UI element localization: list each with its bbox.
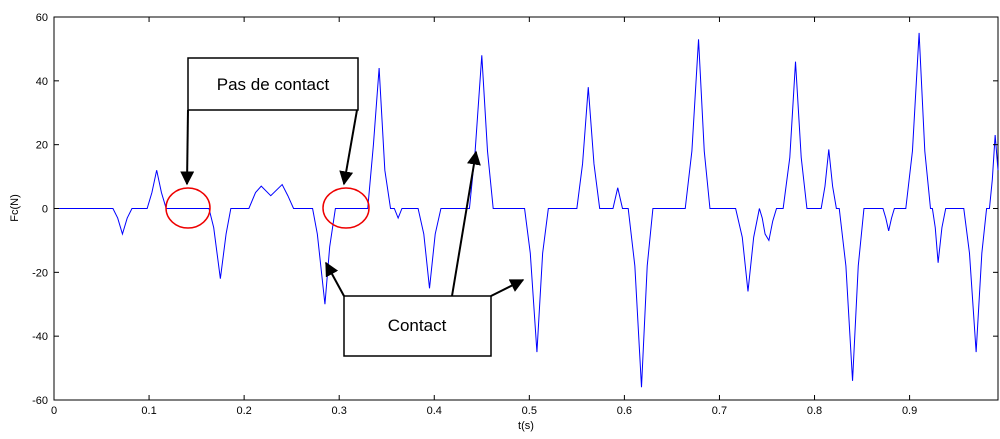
y-tick-label: 0 bbox=[42, 204, 48, 216]
x-tick-label: 0.4 bbox=[427, 405, 442, 417]
data-line bbox=[54, 32, 999, 388]
y-tick-label: -60 bbox=[32, 395, 48, 407]
annotation-box bbox=[187, 57, 359, 111]
x-tick-label: 0.6 bbox=[617, 405, 632, 417]
annotation: Pas de contact bbox=[217, 75, 330, 94]
annotation: Contact bbox=[388, 316, 447, 335]
arrow bbox=[451, 150, 481, 297]
x-tick-label: 0.1 bbox=[141, 405, 156, 417]
circle bbox=[165, 187, 211, 229]
arrow bbox=[339, 109, 358, 186]
arrow bbox=[325, 261, 345, 297]
y-tick-label: 20 bbox=[36, 140, 48, 152]
y-axis-label: Fc(N) bbox=[9, 194, 21, 222]
x-tick-label: 0.3 bbox=[332, 405, 347, 417]
x-tick-label: 0.7 bbox=[712, 405, 727, 417]
x-axis-label: t(s) bbox=[518, 420, 534, 432]
circle bbox=[322, 187, 370, 229]
arrow bbox=[180, 109, 195, 186]
y-tick-label: 40 bbox=[36, 76, 48, 88]
y-tick-label: -40 bbox=[32, 331, 48, 343]
x-tick-label: 0.8 bbox=[807, 405, 822, 417]
x-tick-label: 0.9 bbox=[902, 405, 917, 417]
arrow bbox=[490, 279, 525, 297]
y-tick-label: -20 bbox=[32, 267, 48, 279]
x-tick-label: 0.5 bbox=[522, 405, 537, 417]
annotation-box bbox=[343, 295, 492, 357]
y-tick-label: 60 bbox=[36, 12, 48, 24]
x-tick-label: 0.2 bbox=[236, 405, 251, 417]
x-tick-label: 0 bbox=[51, 405, 57, 417]
